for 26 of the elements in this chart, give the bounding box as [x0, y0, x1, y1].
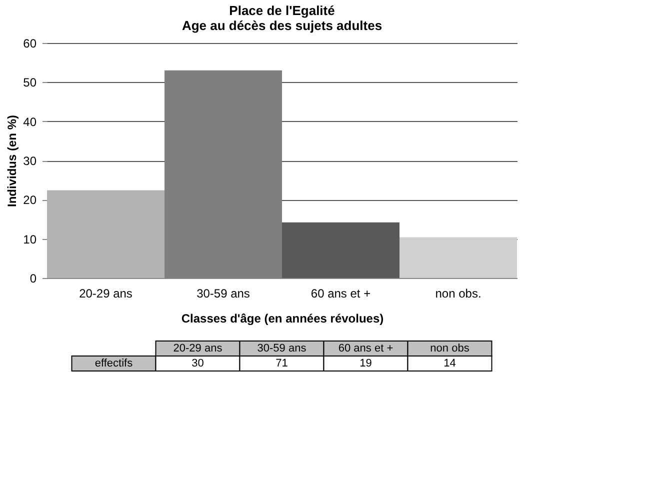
text: 30-59 ans: [257, 342, 307, 354]
bar: [282, 222, 400, 278]
text: 30: [192, 358, 204, 370]
x-tick-label: 20-29 ans: [79, 286, 132, 300]
y-tick-label: 30: [23, 154, 37, 168]
bar: [400, 237, 517, 278]
x-tick-label: 60 ans et +: [310, 286, 371, 300]
bar: [47, 190, 164, 278]
y-tick-label: 20: [23, 193, 37, 208]
text: 60 ans et +: [338, 342, 394, 354]
y-tick-label: 40: [23, 114, 37, 129]
y-tick-label: 60: [23, 36, 37, 50]
x-axis-title: Classes d'âge (en années révolues): [181, 312, 384, 326]
text: 19: [360, 358, 372, 370]
text: non obs: [430, 342, 470, 354]
chart-title: Place de l'Egalité Age au décès des sujets adultes: [182, 3, 382, 33]
y-tick-label: 10: [23, 232, 37, 246]
text: 14: [444, 358, 456, 370]
x-tick-label: non obs.: [435, 286, 482, 300]
text: 71: [276, 358, 288, 370]
text: effectifs: [94, 358, 134, 370]
text: 20-29 ans: [173, 342, 223, 354]
x-tick-label: 30-59 ans: [196, 286, 250, 300]
y-axis-title: Individus (en %): [5, 114, 20, 208]
y-tick-label: 50: [23, 76, 37, 90]
y-tick-label: 0: [30, 272, 37, 286]
